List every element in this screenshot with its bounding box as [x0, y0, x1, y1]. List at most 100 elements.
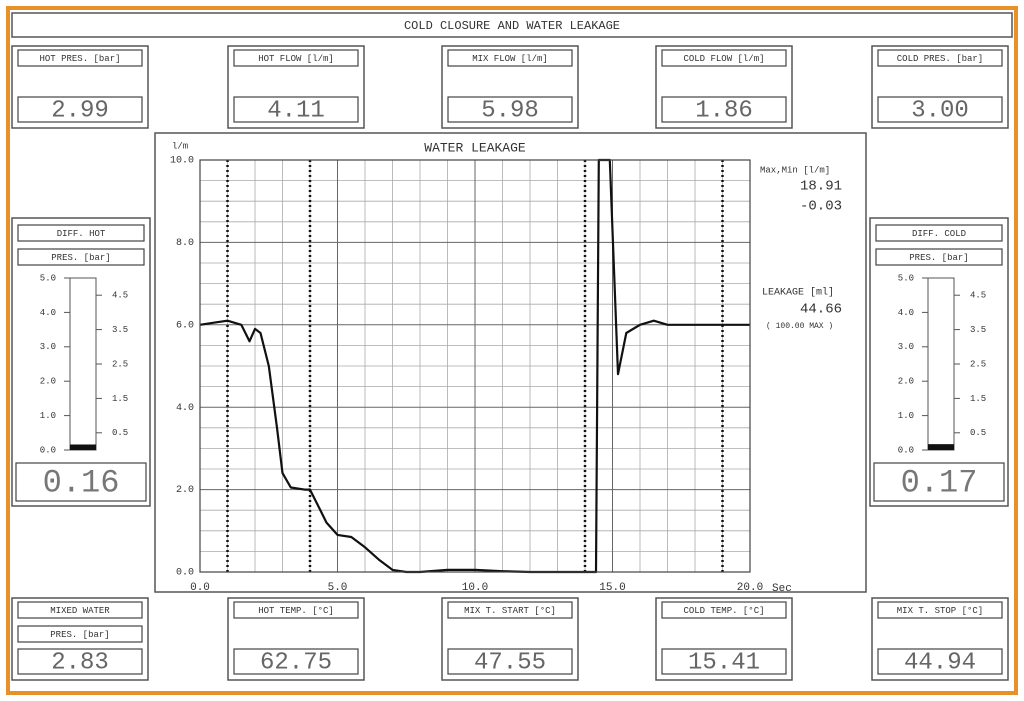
readout-value-box [233, 648, 359, 675]
readout-label: HOT FLOW [l/m] [258, 54, 334, 64]
title-bar [11, 12, 1013, 38]
readout-value: 5.98 [481, 97, 539, 124]
readout-value-box [17, 648, 143, 675]
x-tick-label: 0.0 [190, 582, 210, 594]
readout-value-box [233, 96, 359, 123]
readout-label: HOT TEMP. [°C] [258, 606, 334, 616]
chart-title: WATER LEAKAGE [424, 140, 526, 155]
gauge-tick-label: 0.0 [40, 445, 56, 455]
gauge-tick-label: 2.5 [112, 359, 128, 369]
plot-frame [199, 159, 751, 573]
y-tick-label: 8.0 [176, 238, 194, 249]
readout-label: MIX T. START [°C] [464, 606, 556, 616]
readout-label-box [17, 49, 143, 67]
y-tick-label: 4.0 [176, 403, 194, 414]
readout-value: 2.99 [51, 97, 109, 124]
gauge-tick-label: 2.0 [40, 377, 56, 387]
readout-value: 44.94 [904, 649, 976, 676]
y-tick-label: 2.0 [176, 485, 194, 496]
readout-label: COLD PRES. [bar] [897, 54, 983, 64]
readout-label-box [661, 49, 787, 67]
readout-label-box [447, 49, 573, 67]
readout-value-box [877, 96, 1003, 123]
readout-value-box [447, 96, 573, 123]
leakage-limit: ( 100.00 MAX ) [766, 322, 833, 331]
readout-label: COLD FLOW [l/m] [683, 54, 764, 64]
gauge-label: DIFF. COLD [912, 229, 966, 239]
readout-label-box [17, 601, 143, 619]
gauge-tick-label: 4.0 [40, 308, 56, 318]
min-value: -0.03 [800, 199, 842, 215]
y-tick-label: 10.0 [170, 156, 194, 167]
gauge-value: 0.17 [901, 464, 978, 501]
readout-label: PRES. [bar] [50, 630, 109, 640]
readout-label-box [233, 601, 359, 619]
readout-value-box [447, 648, 573, 675]
readout-value: 3.00 [911, 97, 969, 124]
readout-label-box [233, 49, 359, 67]
readout-value: 4.11 [267, 97, 325, 124]
gauge-tick-label: 0.0 [898, 445, 914, 455]
gauge-label: PRES. [bar] [51, 253, 110, 263]
readout-label: MIXED WATER [50, 606, 110, 616]
x-tick-label: 15.0 [599, 582, 625, 594]
readout-label: MIX T. STOP [°C] [897, 606, 983, 616]
readout-value-box [877, 648, 1003, 675]
x-axis-unit: Sec [772, 583, 792, 595]
gauge-tick-label: 1.5 [112, 394, 128, 404]
gauge-tick-label: 0.5 [112, 428, 128, 438]
readout-label-box [447, 601, 573, 619]
gauge-label-box [17, 248, 145, 266]
readout-label-box [17, 625, 143, 643]
gauge-label-box [17, 224, 145, 242]
gauge-level [928, 444, 954, 450]
x-tick-label: 5.0 [328, 582, 348, 594]
readout-label: HOT PRES. [bar] [39, 54, 120, 64]
readout-label-box [661, 601, 787, 619]
gauge-tick-label: 4.0 [898, 308, 914, 318]
gauge-tick-label: 1.0 [40, 411, 56, 421]
max-value: 18.91 [800, 179, 842, 195]
gauge-label: DIFF. HOT [57, 229, 106, 239]
gauge-tick-label: 3.5 [112, 325, 128, 335]
y-tick-label: 0.0 [176, 568, 194, 579]
gauge-tick-label: 3.5 [970, 325, 986, 335]
y-tick-label: 6.0 [176, 320, 194, 331]
gauge-tick-label: 0.5 [970, 428, 986, 438]
outer-border [6, 6, 1018, 695]
data-line [199, 158, 750, 574]
gauge-tick-label: 4.5 [970, 291, 986, 301]
leakage-value: 44.66 [800, 302, 842, 318]
readout-value: 15.41 [688, 649, 760, 676]
leakage-label: LEAKAGE [ml] [762, 287, 834, 299]
chart-panel [154, 132, 867, 593]
gauge-label-box [875, 224, 1003, 242]
gauge-panel [11, 217, 151, 507]
readout-label-box [877, 49, 1003, 67]
gauge-tick-label: 2.5 [970, 359, 986, 369]
gauge-panel [869, 217, 1009, 507]
readout-value: 1.86 [695, 97, 753, 124]
y-axis-unit: l/m [172, 141, 188, 151]
gauge-label: PRES. [bar] [909, 253, 968, 263]
gauge-tick-label: 4.5 [112, 291, 128, 301]
readout-value: 62.75 [260, 649, 332, 676]
readout-value-box [17, 96, 143, 123]
readout-label-box [877, 601, 1003, 619]
gauge-value: 0.16 [43, 464, 120, 501]
readout-value-box [661, 96, 787, 123]
gauge-tick-label: 5.0 [40, 273, 56, 283]
gauge-level [70, 444, 96, 450]
gauge-value-box [873, 462, 1005, 502]
x-tick-label: 10.0 [462, 582, 488, 594]
gauge-tick-label: 3.0 [40, 342, 56, 352]
gauge-tick-label: 5.0 [898, 273, 914, 283]
gauge-tick-label: 3.0 [898, 342, 914, 352]
gauge-value-box [15, 462, 147, 502]
maxmin-label: Max,Min [l/m] [760, 165, 830, 175]
gauge-label-box [875, 248, 1003, 266]
readout-label: MIX FLOW [l/m] [472, 54, 548, 64]
screen-title: COLD CLOSURE AND WATER LEAKAGE [404, 19, 620, 33]
x-tick-label: 20.0 [737, 582, 763, 594]
